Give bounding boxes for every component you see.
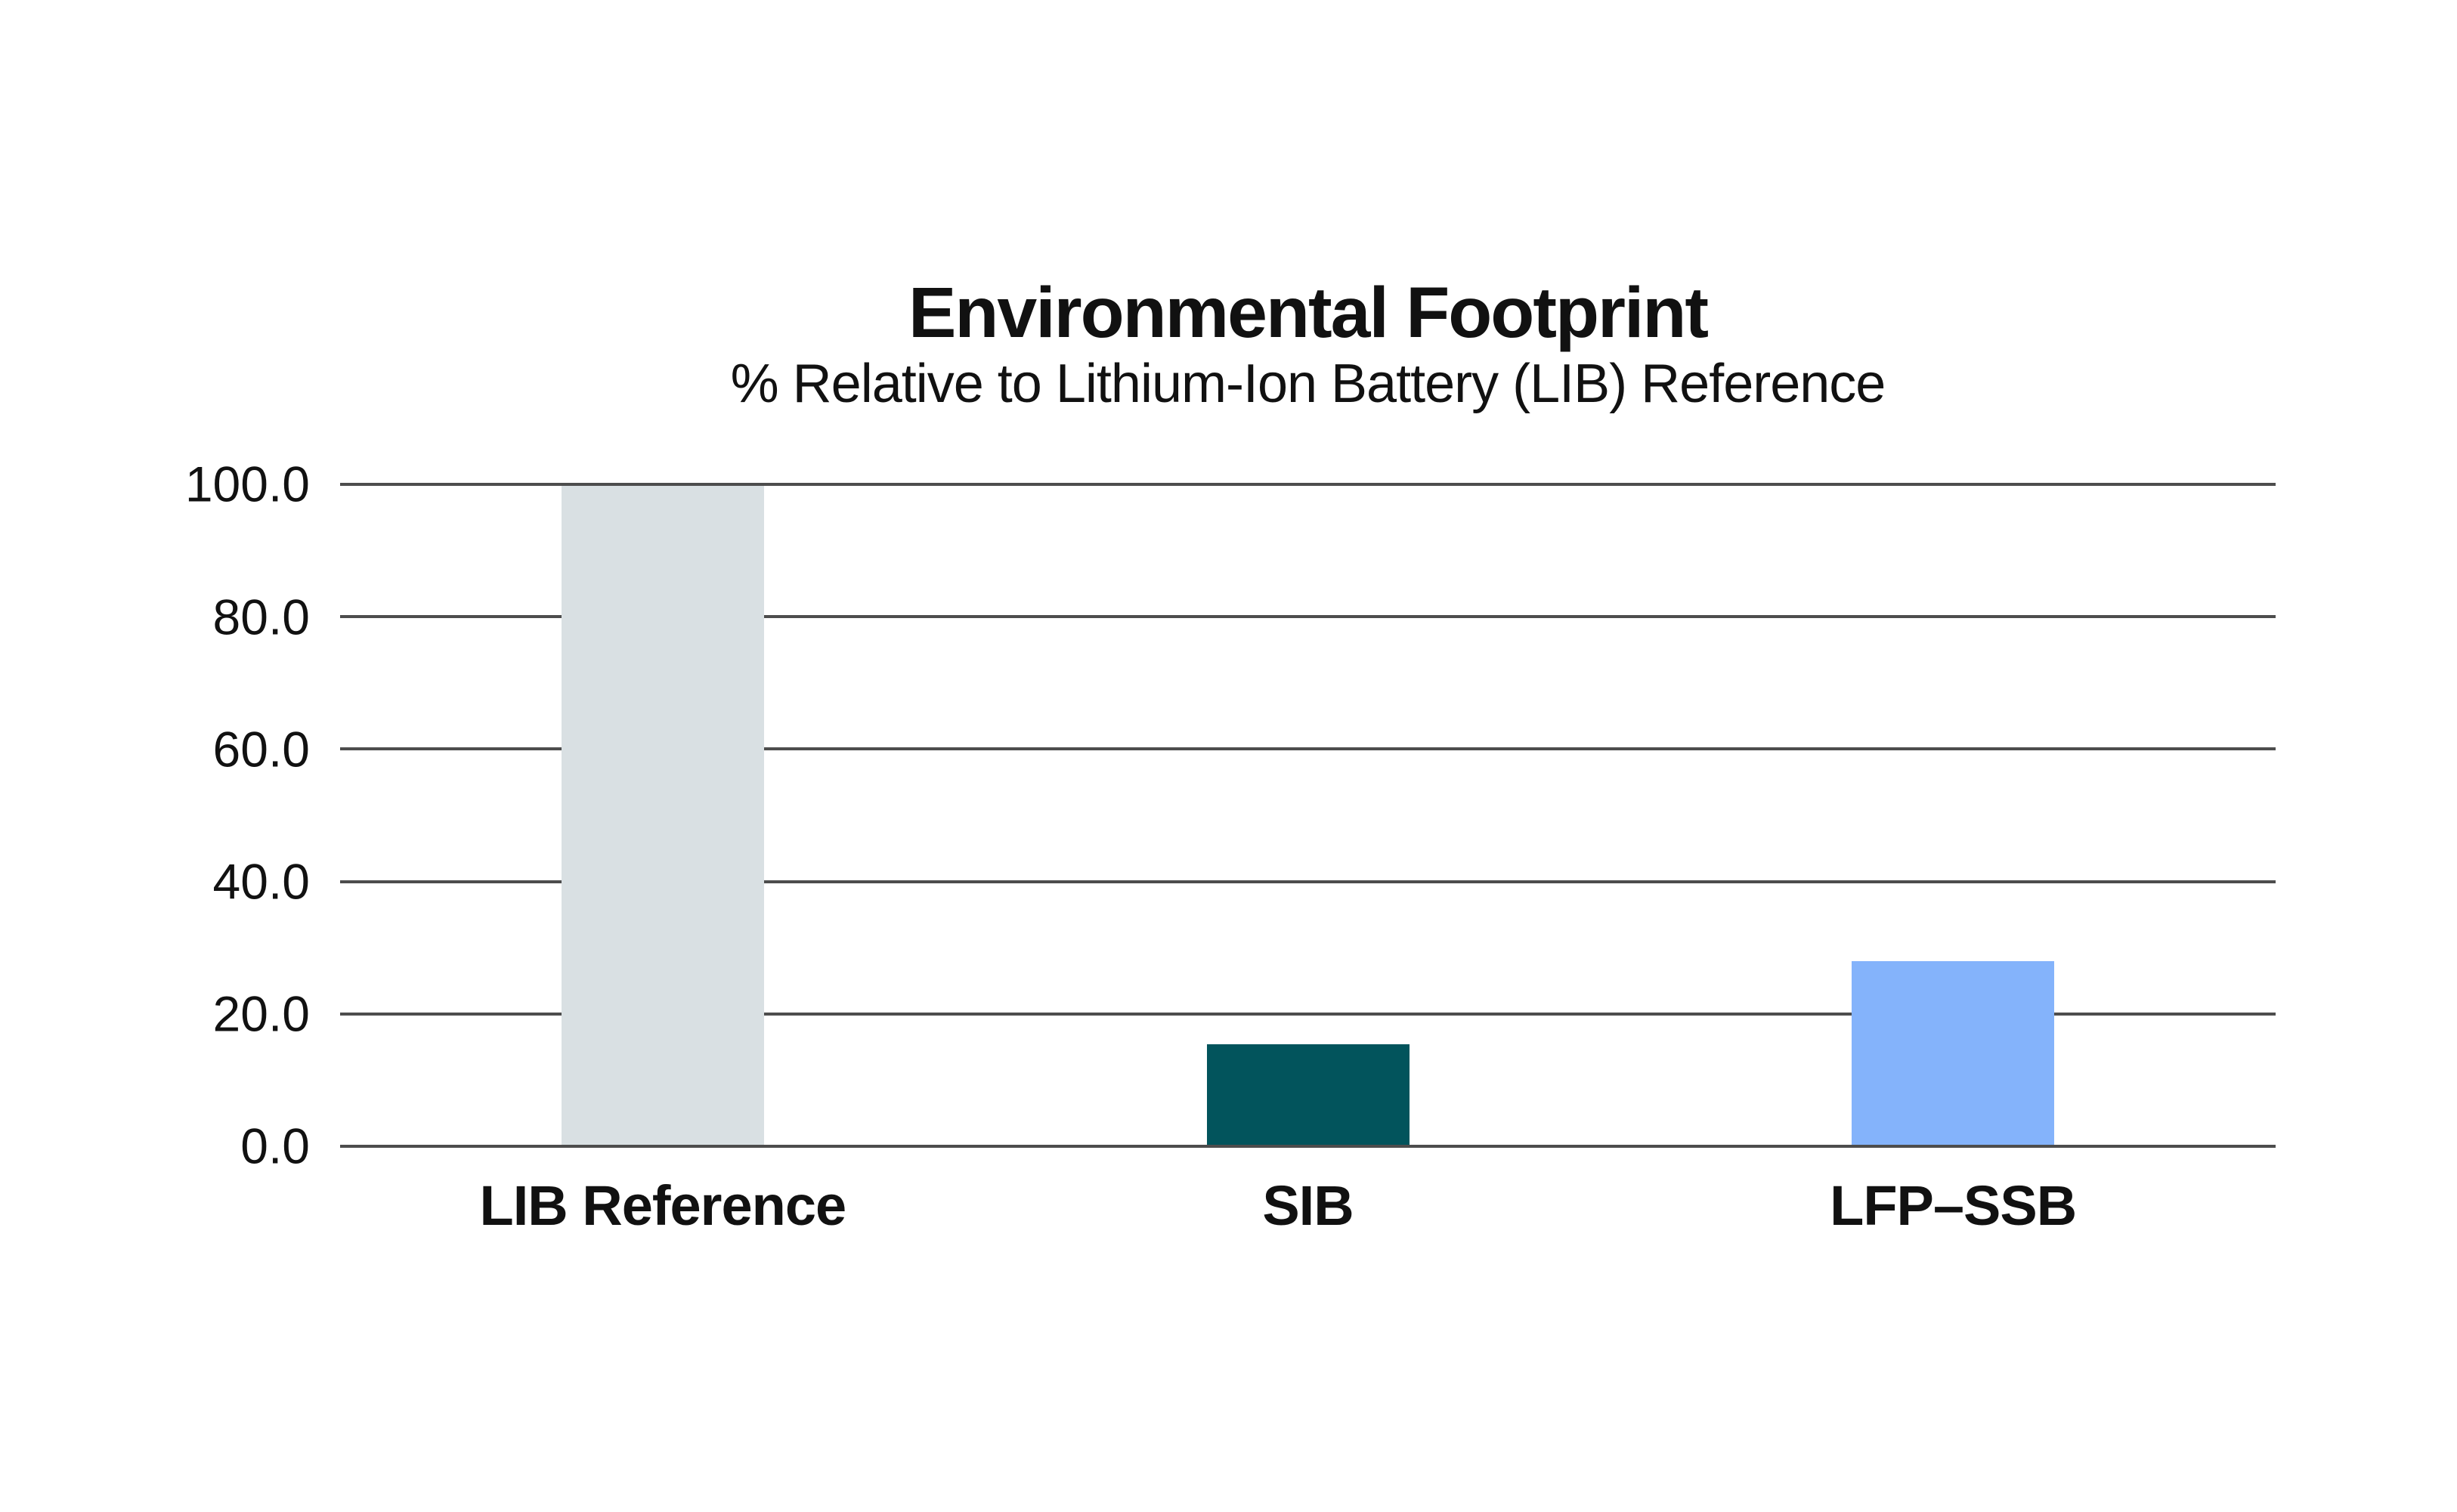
bar-series bbox=[340, 484, 2276, 1146]
x-tick-label: LFP–SSB bbox=[1830, 1174, 2077, 1237]
bar-slot bbox=[340, 484, 986, 1146]
x-tick-slot: LFP–SSB bbox=[1630, 1174, 2276, 1237]
bar bbox=[561, 484, 764, 1146]
bar-slot bbox=[1630, 484, 2276, 1146]
gridline bbox=[340, 483, 2276, 486]
y-tick-label: 60.0 bbox=[212, 721, 310, 778]
bar bbox=[1206, 1044, 1410, 1146]
y-tick-label: 20.0 bbox=[212, 985, 310, 1042]
x-tick-slot: SIB bbox=[986, 1174, 1631, 1237]
x-axis-tick-labels: LIB Reference SIB LFP–SSB bbox=[340, 1174, 2276, 1237]
y-tick-label: 100.0 bbox=[184, 456, 310, 512]
y-tick-label: 80.0 bbox=[212, 588, 310, 645]
x-tick-label: SIB bbox=[1262, 1174, 1354, 1237]
y-axis-tick-labels: 0.0 20.0 40.0 60.0 80.0 100.0 bbox=[0, 457, 310, 1173]
chart-title: Environmental Footprint bbox=[908, 273, 1709, 353]
x-tick-slot: LIB Reference bbox=[340, 1174, 986, 1237]
gridline bbox=[340, 880, 2276, 883]
x-tick-label: LIB Reference bbox=[479, 1174, 847, 1237]
y-tick-label: 0.0 bbox=[240, 1118, 310, 1174]
gridline bbox=[340, 615, 2276, 619]
gridline bbox=[340, 1012, 2276, 1016]
gridline bbox=[340, 747, 2276, 751]
chart-subtitle: % Relative to Lithium-Ion Battery (LIB) … bbox=[730, 354, 1886, 414]
chart-header: Environmental Footprint % Relative to Li… bbox=[340, 273, 2276, 414]
gridlines bbox=[340, 483, 2276, 1148]
bar bbox=[1852, 960, 2055, 1146]
bar-slot bbox=[986, 484, 1631, 1146]
gridline bbox=[340, 1145, 2276, 1148]
y-tick-label: 40.0 bbox=[212, 853, 310, 910]
plot-area bbox=[340, 483, 2276, 1148]
